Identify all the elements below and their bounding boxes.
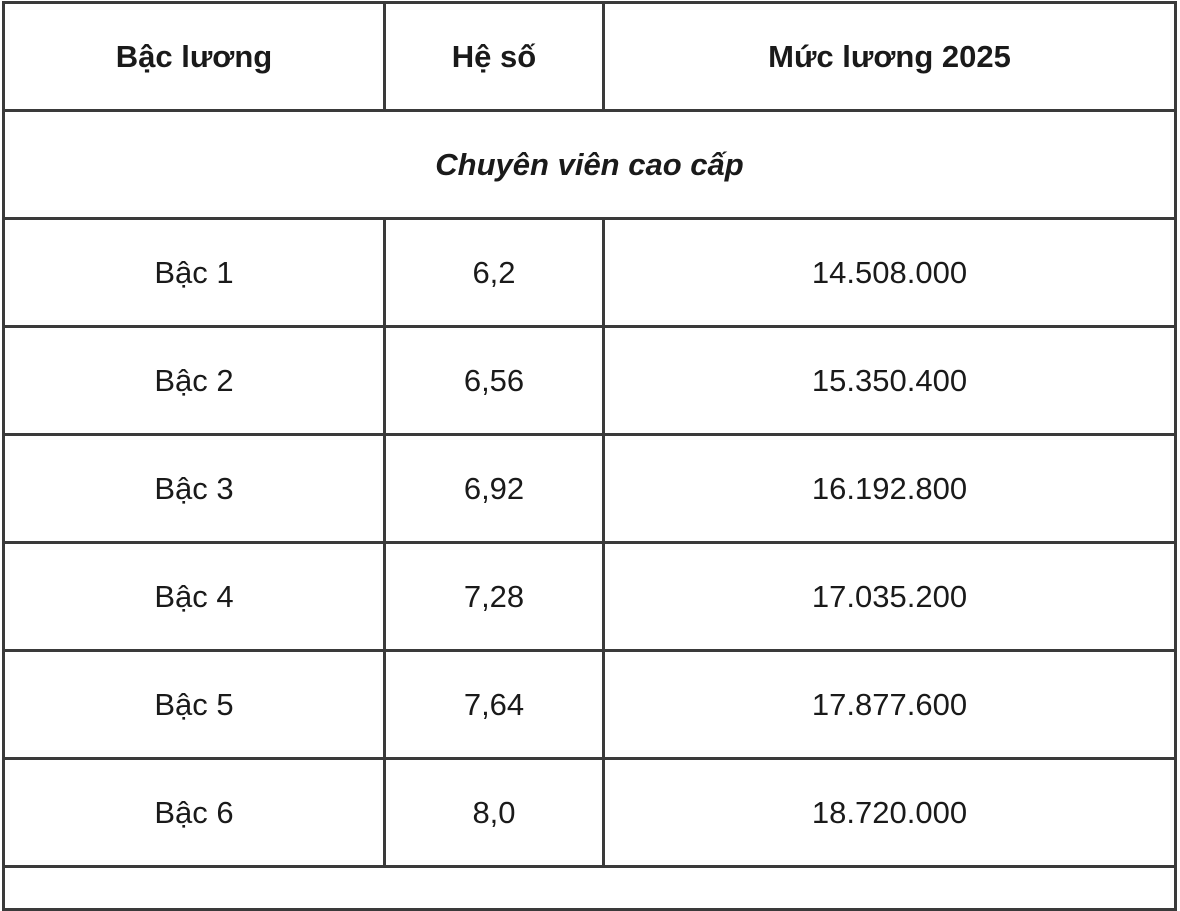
coefficient-cell: 6,92: [383, 433, 605, 544]
salary-cell: 17.877.600: [602, 649, 1177, 760]
salary-cell: 15.350.400: [602, 325, 1177, 436]
grade-cell: Bậc 4: [2, 541, 386, 652]
table-row: Bậc 4 7,28 17.035.200: [2, 541, 1177, 652]
grade-cell: Bậc 2: [2, 325, 386, 436]
table-row: Bậc 5 7,64 17.877.600: [2, 649, 1177, 760]
coefficient-cell: 7,28: [383, 541, 605, 652]
coefficient-cell: 6,56: [383, 325, 605, 436]
header-coefficient: Hệ số: [383, 1, 605, 112]
salary-cell: 14.508.000: [602, 217, 1177, 328]
salary-cell: 18.720.000: [602, 757, 1177, 868]
header-salary: Mức lương 2025: [602, 1, 1177, 112]
grade-cell: Bậc 6: [2, 757, 386, 868]
grade-cell: Bậc 1: [2, 217, 386, 328]
header-row: Bậc lương Hệ số Mức lương 2025: [2, 1, 1177, 112]
header-grade: Bậc lương: [2, 1, 386, 112]
coefficient-cell: 7,64: [383, 649, 605, 760]
table-row: Bậc 6 8,0 18.720.000: [2, 757, 1177, 868]
salary-cell: 17.035.200: [602, 541, 1177, 652]
table-row: Bậc 3 6,92 16.192.800: [2, 433, 1177, 544]
grade-cell: Bậc 5: [2, 649, 386, 760]
salary-cell: 16.192.800: [602, 433, 1177, 544]
coefficient-cell: 8,0: [383, 757, 605, 868]
partial-row: [2, 865, 1177, 911]
coefficient-cell: 6,2: [383, 217, 605, 328]
grade-cell: Bậc 3: [2, 433, 386, 544]
partial-row-cell: [2, 865, 1177, 911]
table-row: Bậc 1 6,2 14.508.000: [2, 217, 1177, 328]
section-row: Chuyên viên cao cấp: [2, 109, 1177, 220]
section-title: Chuyên viên cao cấp: [2, 109, 1177, 220]
table-row: Bậc 2 6,56 15.350.400: [2, 325, 1177, 436]
